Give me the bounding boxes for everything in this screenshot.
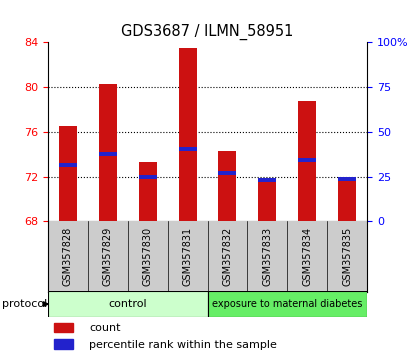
Bar xyxy=(99,84,117,221)
Text: protocol: protocol xyxy=(2,299,47,309)
Bar xyxy=(139,162,156,221)
Bar xyxy=(338,177,356,181)
Bar xyxy=(99,152,117,156)
Text: GSM357829: GSM357829 xyxy=(103,227,112,286)
Bar xyxy=(259,178,276,182)
Bar xyxy=(298,158,316,162)
Bar xyxy=(338,180,356,221)
Bar xyxy=(218,171,237,175)
Text: exposure to maternal diabetes: exposure to maternal diabetes xyxy=(212,299,363,309)
Bar xyxy=(54,339,73,349)
Title: GDS3687 / ILMN_58951: GDS3687 / ILMN_58951 xyxy=(121,23,294,40)
Text: percentile rank within the sample: percentile rank within the sample xyxy=(89,340,277,350)
Text: GSM357833: GSM357833 xyxy=(262,227,272,286)
Text: GSM357831: GSM357831 xyxy=(183,227,193,286)
Bar xyxy=(259,182,276,221)
Bar xyxy=(298,101,316,221)
Bar xyxy=(48,291,208,317)
Text: GSM357828: GSM357828 xyxy=(63,227,73,286)
Text: count: count xyxy=(89,323,121,333)
Bar xyxy=(139,175,156,178)
Bar xyxy=(218,151,237,221)
Text: GSM357832: GSM357832 xyxy=(222,227,232,286)
Bar xyxy=(208,291,367,317)
Bar xyxy=(178,48,197,221)
Text: GSM357835: GSM357835 xyxy=(342,227,352,286)
Bar xyxy=(54,322,73,332)
Text: GSM357834: GSM357834 xyxy=(303,227,312,286)
Bar xyxy=(59,126,77,221)
Bar xyxy=(59,164,77,167)
Text: GSM357830: GSM357830 xyxy=(143,227,153,286)
Text: control: control xyxy=(108,299,147,309)
Bar xyxy=(178,147,197,150)
